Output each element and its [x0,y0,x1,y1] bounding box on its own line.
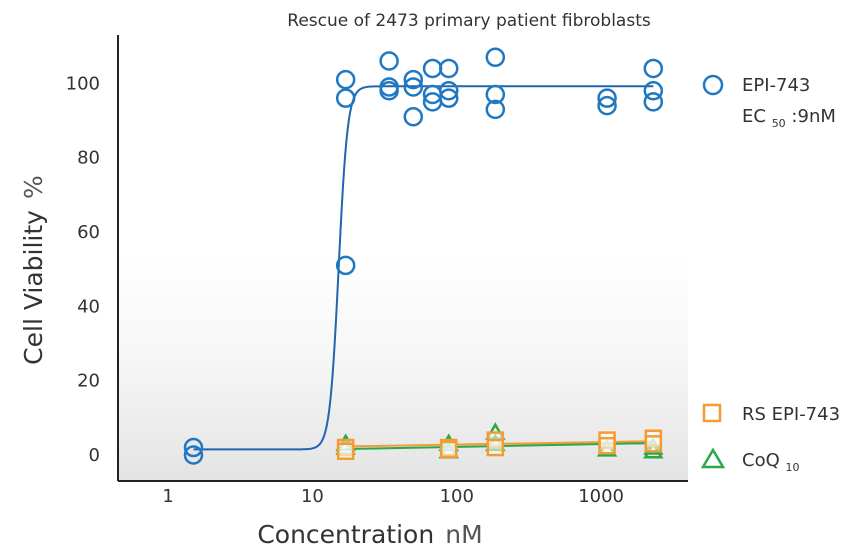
y-tick-label: 80 [77,148,100,169]
x-axis-label-text: Concentration [257,520,434,549]
y-axis-ticks: 0 20 40 60 80 100 [66,73,100,466]
legend-marker-coq10 [700,447,726,469]
epi743-point [485,47,506,68]
legend-label-epi743: EPI-743 [742,75,810,96]
legend-marker-epi743 [702,74,724,96]
epi743-point [485,99,506,120]
svg-text:Cell Viability %: Cell Viability % [19,175,48,365]
x-tick-label: 10 [301,486,324,507]
legend-label-rs-epi743: RS EPI-743 [742,404,840,425]
x-axis-ticks: 1 10 100 1000 [162,486,624,507]
x-tick-label: 1 [162,486,173,507]
rs-epi743-point [486,438,505,457]
ec50-suffix: :9nM [791,106,835,127]
x-tick-label: 1000 [578,486,624,507]
rs-epi743-point [598,436,616,455]
x-axis-unit: nM [445,520,482,549]
legend-marker-rs-epi743 [702,403,722,423]
epi743-point [438,81,459,101]
y-tick-label: 20 [77,371,100,392]
y-axis-label: Cell Viability % [19,175,48,365]
legend-label-coq10: CoQ 10 [742,450,799,474]
epi743-point [379,51,399,71]
data-markers [183,47,664,465]
y-axis-label-text: Cell Viability [19,210,48,365]
rs-epi743-point [439,440,458,459]
epi743-point [335,69,356,90]
epi743-point [643,58,664,79]
epi743-point [379,81,399,101]
epi743-point [438,88,459,108]
epi743-point [183,445,204,465]
epi743-point [438,58,459,79]
epi743-point [485,84,506,105]
x-tick-label: 100 [440,486,474,507]
epi743-point [403,77,424,97]
rs-epi743-point [644,435,663,453]
rs-epi743-point [336,442,355,461]
epi743-point [335,255,356,276]
x-axis-label: Concentration nM [257,520,482,549]
epi743-point [643,81,664,101]
coq-name: CoQ [742,450,780,471]
epi743-fit-curve [193,85,654,451]
epi743-point [643,92,664,112]
ec50-prefix: EC [742,106,766,127]
epi743-point [335,88,356,108]
epi743-point [597,95,617,116]
legend: EPI-743 EC 50 :9nM RS EPI-743 CoQ 10 [700,74,840,474]
ec50-subscript: 50 [772,117,786,130]
epi743-point [403,107,424,127]
epi743-point [422,58,443,79]
coq-subscript: 10 [785,461,799,474]
chart-title: Rescue of 2473 primary patient fibroblas… [287,11,651,31]
y-tick-label: 40 [77,296,100,317]
epi743-point [403,69,424,90]
epi743-point [183,437,204,458]
epi743-point [597,88,617,108]
y-tick-label: 100 [66,73,100,94]
y-tick-label: 60 [77,222,100,243]
y-tick-label: 0 [89,445,100,466]
legend-annotation-ec50: EC 50 :9nM [742,106,836,132]
y-axis-unit: % [19,175,48,199]
